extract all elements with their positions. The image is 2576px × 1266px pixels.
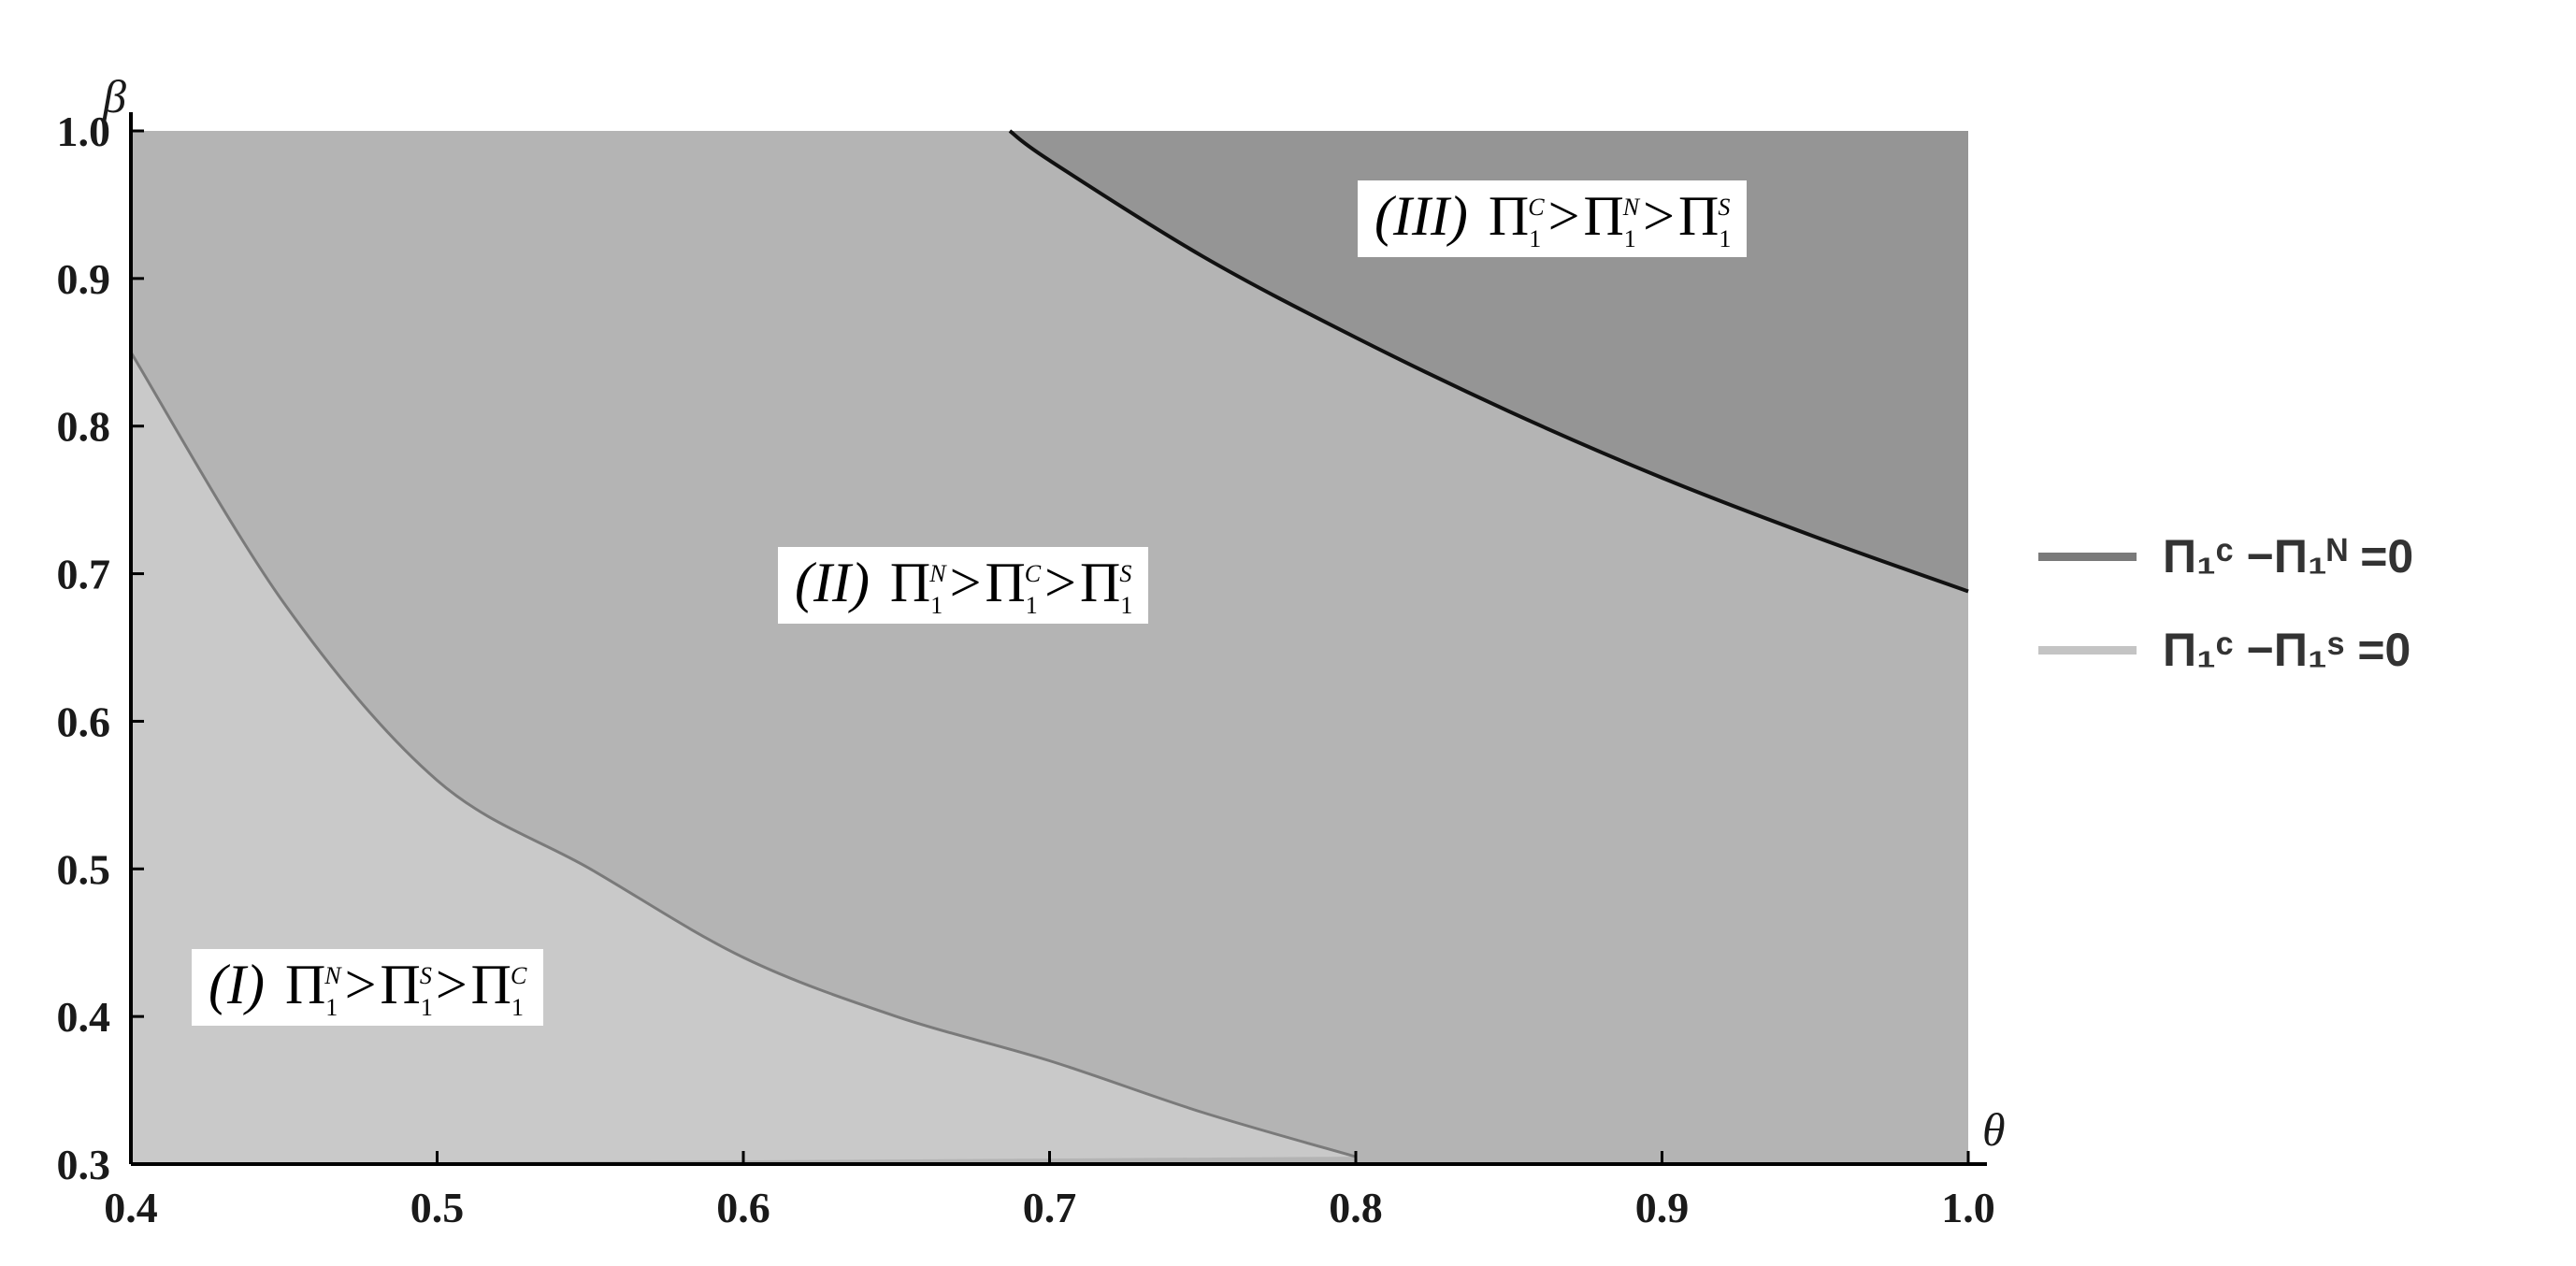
x-tick-label: 0.5 xyxy=(410,1184,465,1231)
curves-layer xyxy=(129,129,1969,1158)
profit-term: Π1N xyxy=(1583,185,1640,252)
x-tick-label: 0.4 xyxy=(104,1184,158,1231)
legend-swatch-2 xyxy=(2038,645,2137,655)
legend: Π₁ᶜ −Π₁ᴺ =0 Π₁ᶜ −Π₁ˢ =0 xyxy=(2038,510,2413,697)
curve-C-minus-S xyxy=(129,352,1357,1158)
region-I-number: (I) xyxy=(209,954,265,1015)
y-tick-label: 0.4 xyxy=(57,993,111,1041)
axes-layer xyxy=(129,112,1987,1166)
region-II-number: (II) xyxy=(795,552,870,613)
profit-term: Π1C xyxy=(1488,185,1545,252)
x-tick-label: 0.6 xyxy=(716,1184,770,1231)
x-tick-label: 0.9 xyxy=(1635,1184,1690,1231)
region-I-label: (I) Π1N>Π1S>Π1C xyxy=(192,949,544,1026)
x-tick-label: 0.7 xyxy=(1023,1184,1077,1231)
y-tick-label: 1.0 xyxy=(57,108,111,155)
greater-than-sign: > xyxy=(344,954,377,1015)
profit-term: Π1S xyxy=(1677,185,1732,252)
y-tick-label: 0.9 xyxy=(57,255,111,303)
ticks-layer: 0.4 0.5 0.6 0.7 0.8 0.9 1.00.30.40.50.60.70.80… xyxy=(57,108,1995,1231)
y-axis-title: β xyxy=(102,70,126,122)
curve-C-minus-N xyxy=(1008,129,1969,594)
profit-term: Π1N xyxy=(284,954,341,1021)
region-III-number: (III) xyxy=(1374,185,1468,247)
y-tick-label: 0.5 xyxy=(57,845,111,893)
greater-than-sign: > xyxy=(1044,552,1076,613)
greater-than-sign: > xyxy=(1547,185,1580,247)
profit-term: Π1C xyxy=(470,954,527,1021)
profit-term: Π1C xyxy=(985,552,1042,619)
greater-than-sign: > xyxy=(435,954,468,1015)
x-tick-label: 0.8 xyxy=(1329,1184,1383,1231)
legend-item-1: Π₁ᶜ −Π₁ᴺ =0 xyxy=(2038,510,2413,603)
legend-label-1: Π₁ᶜ −Π₁ᴺ =0 xyxy=(2163,530,2414,583)
legend-label-2: Π₁ᶜ −Π₁ˢ =0 xyxy=(2163,624,2411,676)
x-tick-label: 1.0 xyxy=(1941,1184,1995,1231)
greater-than-sign: > xyxy=(1643,185,1675,247)
y-tick-label: 0.6 xyxy=(57,698,111,745)
y-tick-label: 0.7 xyxy=(57,551,111,598)
x-axis-title: θ xyxy=(1982,1103,2006,1156)
y-tick-label: 0.3 xyxy=(57,1141,111,1188)
greater-than-sign: > xyxy=(949,552,982,613)
region-III-label: (III) Π1C>Π1N>Π1S xyxy=(1358,180,1748,257)
legend-swatch-1 xyxy=(2038,552,2137,561)
y-tick-label: 0.8 xyxy=(57,403,111,451)
legend-item-2: Π₁ᶜ −Π₁ˢ =0 xyxy=(2038,603,2413,697)
profit-term: Π1S xyxy=(380,954,433,1021)
region-II-label: (II) Π1N>Π1C>Π1S xyxy=(778,547,1149,624)
profit-term: Π1S xyxy=(1079,552,1133,619)
profit-term: Π1N xyxy=(889,552,946,619)
